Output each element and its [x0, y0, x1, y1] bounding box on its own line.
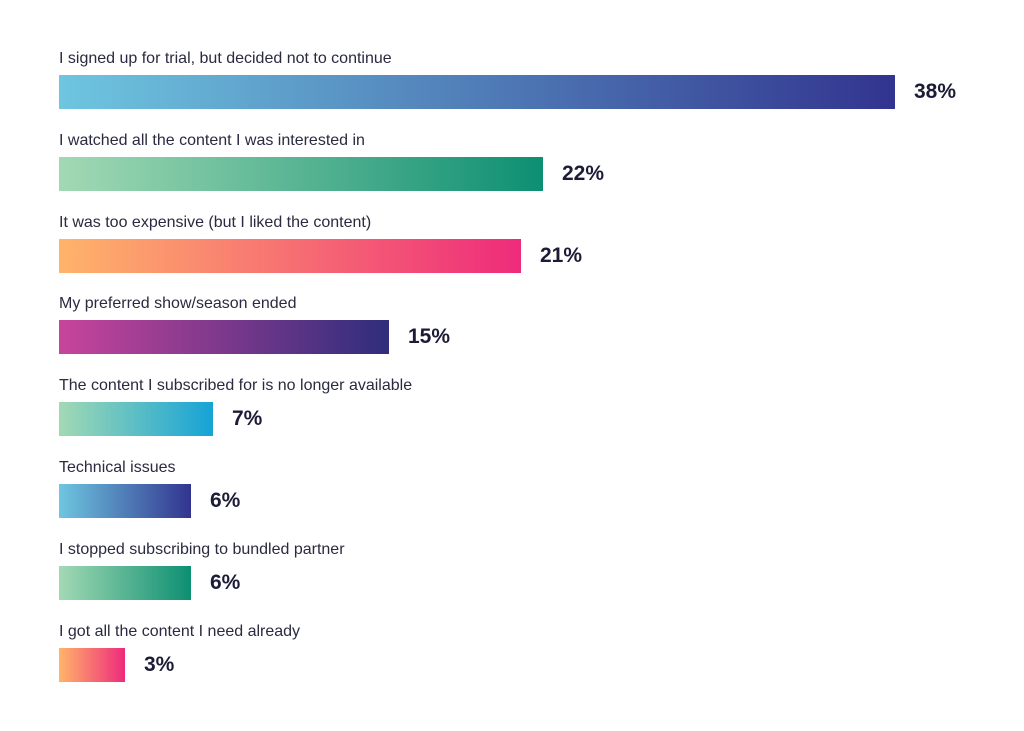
value-label: 6%: [210, 570, 241, 594]
value-label: 3%: [144, 652, 175, 676]
category-label: My preferred show/season ended: [59, 295, 297, 313]
category-label: The content I subscribed for is no longe…: [59, 377, 413, 395]
bar: [59, 484, 191, 518]
bar: [59, 238, 521, 273]
category-label: It was too expensive (but I liked the co…: [59, 213, 372, 231]
bar: [59, 565, 191, 600]
bar: [59, 156, 543, 191]
category-label: I stopped subscribing to bundled partner: [59, 540, 345, 558]
value-label: 38%: [914, 80, 957, 103]
bar: [59, 647, 125, 682]
value-label: 21%: [540, 243, 583, 267]
category-label: I watched all the content I was interest…: [59, 131, 365, 149]
bar: [59, 402, 213, 437]
value-label: 22%: [562, 161, 605, 185]
value-label: 6%: [210, 489, 241, 512]
category-label: I signed up for trial, but decided not t…: [59, 50, 392, 67]
bar: [59, 320, 389, 355]
category-label: Technical issues: [59, 459, 176, 476]
value-label: 7%: [232, 407, 263, 431]
value-label: 15%: [408, 325, 451, 349]
category-label: I got all the content I need already: [59, 622, 301, 640]
bar: [59, 75, 895, 109]
